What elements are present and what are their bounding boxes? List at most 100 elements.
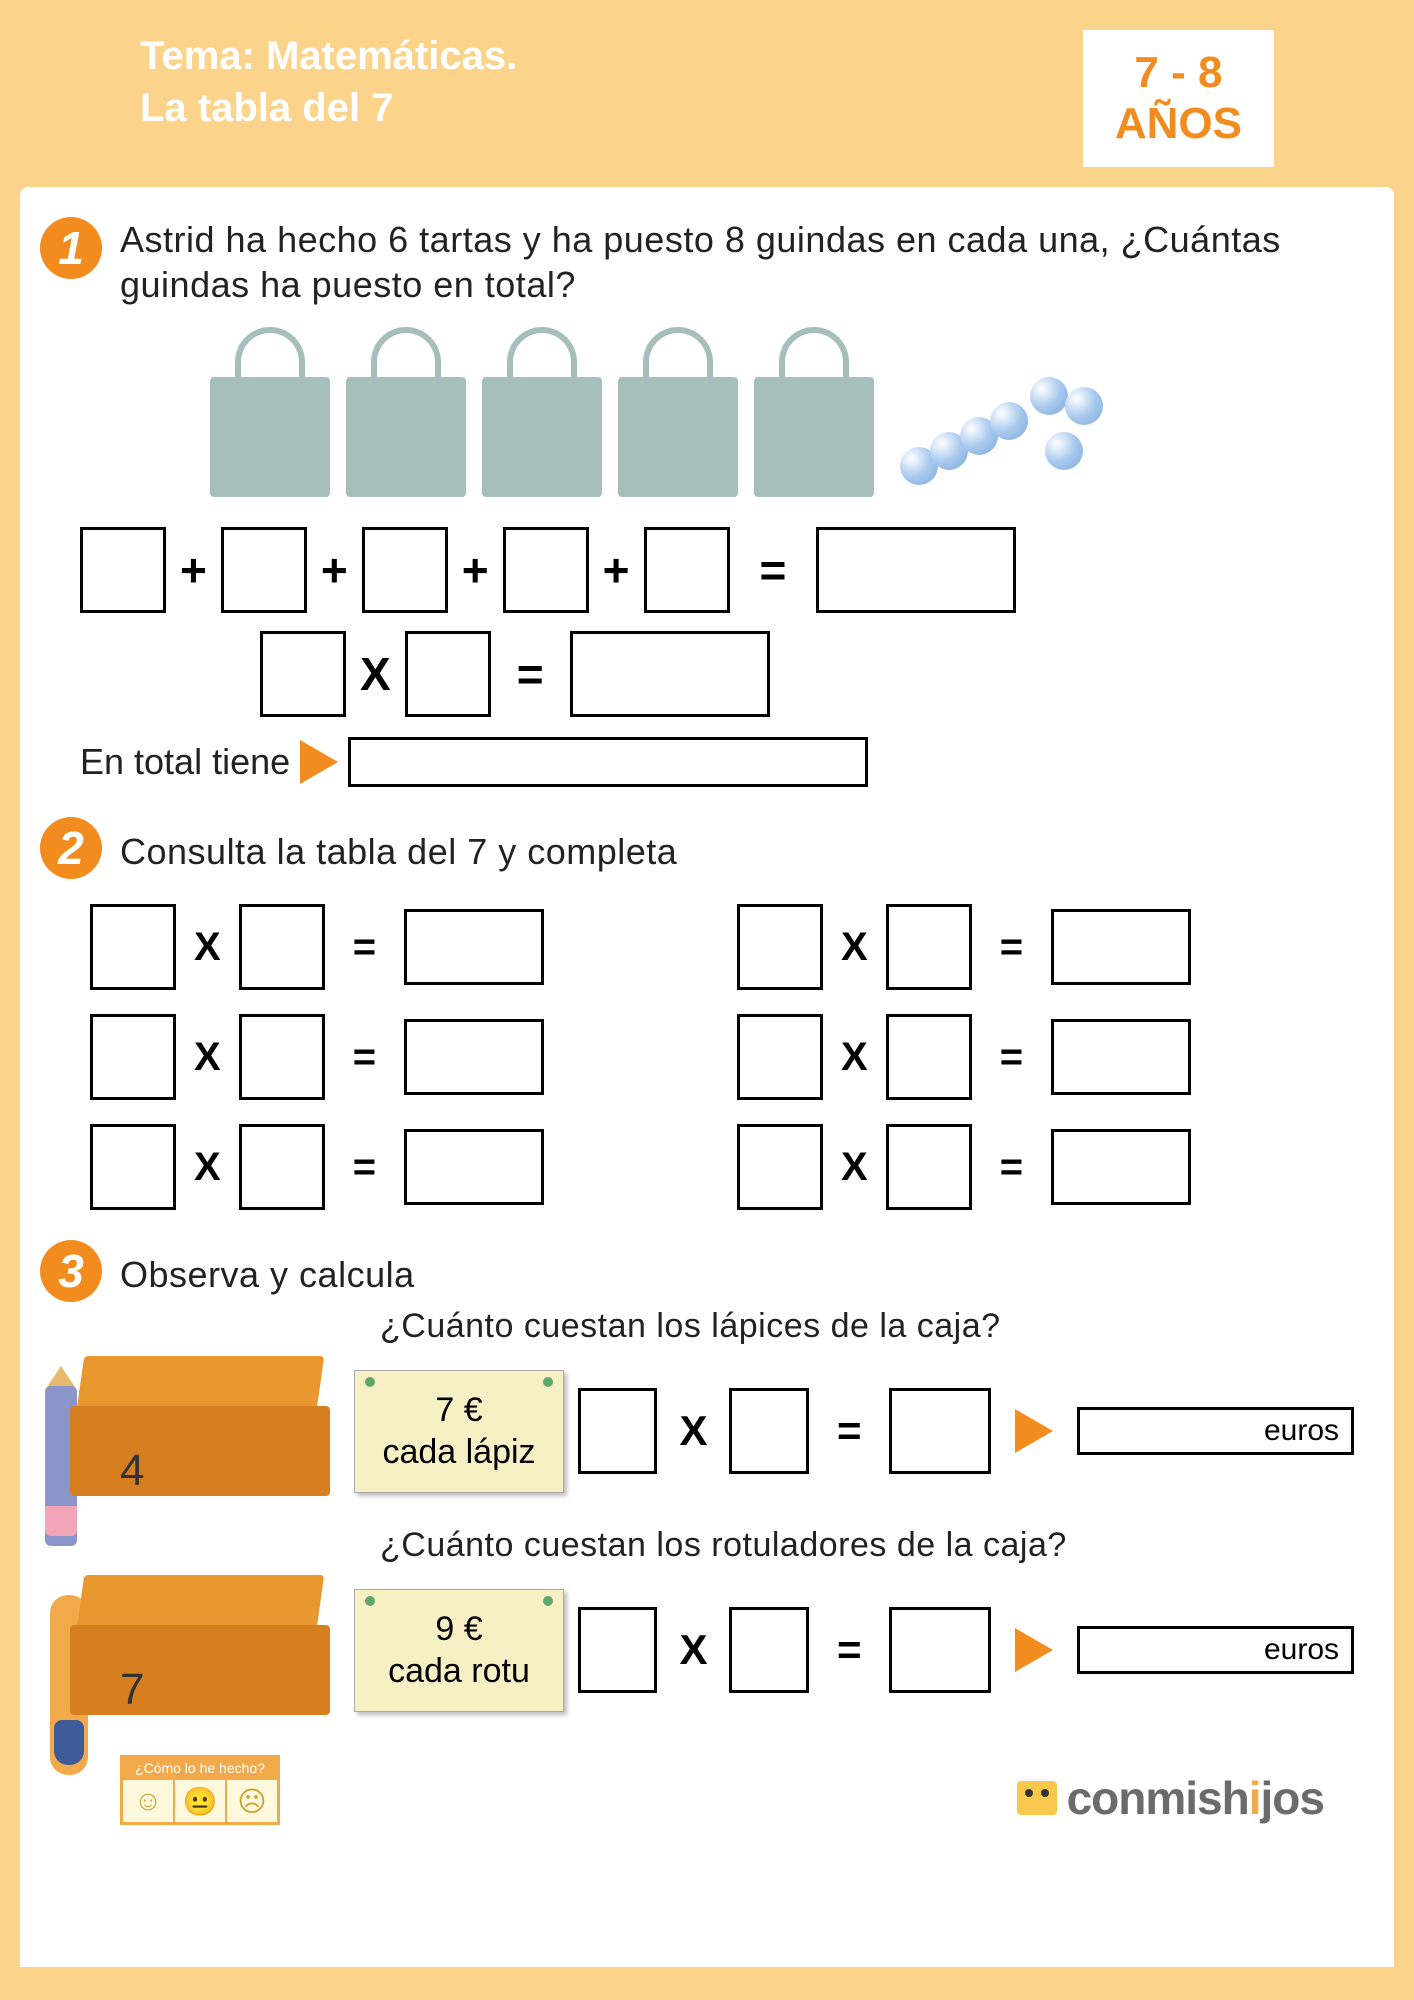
logo-text-post: jos — [1261, 1772, 1324, 1824]
answer-box[interactable] — [90, 1014, 176, 1100]
answer-box[interactable] — [578, 1388, 657, 1474]
equals-sign: = — [982, 1035, 1041, 1080]
answer-box[interactable] — [1051, 909, 1191, 985]
mult-row: X = — [90, 904, 677, 990]
times-sign: X — [833, 1145, 876, 1190]
answer-box[interactable] — [348, 737, 868, 787]
answer-box-euros[interactable]: euros — [1077, 1407, 1354, 1455]
answer-box[interactable] — [816, 527, 1016, 613]
times-sign: X — [186, 1035, 229, 1080]
answer-box[interactable] — [260, 631, 346, 717]
smile-face-icon[interactable]: ☺ — [122, 1779, 174, 1823]
exercise-3-badge: 3 — [40, 1240, 102, 1302]
price-tag: 9 € cada rotu — [354, 1589, 564, 1712]
sub-question-1: ¿Cuánto cuestan los lápices de la caja? — [60, 1307, 1354, 1346]
answer-box[interactable] — [644, 527, 730, 613]
rating-faces: ☺ 😐 ☹ — [122, 1779, 278, 1823]
exercise-2-badge: 2 — [40, 817, 102, 879]
price-line-2: cada rotu — [377, 1650, 541, 1693]
answer-box[interactable] — [889, 1388, 991, 1474]
times-sign: X — [352, 647, 399, 701]
answer-box[interactable] — [729, 1607, 808, 1693]
answer-box[interactable] — [90, 904, 176, 990]
bag-icon — [346, 327, 466, 497]
bag-icon — [754, 327, 874, 497]
answer-box[interactable] — [737, 1124, 823, 1210]
page-header: Tema: Matemáticas. La tabla del 7 7 - 8 … — [20, 30, 1394, 187]
answer-box[interactable] — [737, 904, 823, 990]
ball-icon — [990, 402, 1028, 440]
exercise-3-header: 3 Observa y calcula — [60, 1240, 1354, 1297]
answer-box[interactable] — [578, 1607, 657, 1693]
answer-box[interactable] — [886, 1014, 972, 1100]
sad-face-icon[interactable]: ☹ — [226, 1779, 278, 1823]
ball-icon — [1065, 387, 1103, 425]
price-tag: 7 € cada lápiz — [354, 1370, 564, 1493]
times-sign: X — [833, 925, 876, 970]
answer-box-euros[interactable]: euros — [1077, 1626, 1354, 1674]
equals-sign: = — [823, 1626, 876, 1674]
equals-sign: = — [335, 1145, 394, 1190]
answer-box[interactable] — [404, 909, 544, 985]
answer-box[interactable] — [404, 1019, 544, 1095]
equals-sign: = — [823, 1407, 876, 1455]
plus-sign: + — [454, 543, 497, 597]
answer-box[interactable] — [404, 1129, 544, 1205]
exercise-3-body: ¿Cuánto cuestan los lápices de la caja? … — [60, 1307, 1354, 1725]
answer-box[interactable] — [405, 631, 491, 717]
rating-title: ¿Cómo lo he hecho? — [122, 1757, 278, 1779]
equals-sign: = — [497, 647, 564, 701]
bag-icon — [210, 327, 330, 497]
price-line-1: 7 € — [377, 1389, 541, 1432]
total-label: En total tiene — [80, 741, 290, 783]
logo-text-pre: conmish — [1067, 1772, 1249, 1824]
answer-box[interactable] — [239, 904, 325, 990]
answer-box[interactable] — [570, 631, 770, 717]
answer-box[interactable] — [239, 1124, 325, 1210]
answer-box[interactable] — [886, 1124, 972, 1210]
self-rating-box: ¿Cómo lo he hecho? ☺ 😐 ☹ — [120, 1755, 280, 1825]
answer-box[interactable] — [221, 527, 307, 613]
unit-label: euros — [1264, 1414, 1339, 1448]
answer-box[interactable] — [729, 1388, 808, 1474]
mult-row: X = — [90, 1124, 677, 1210]
plus-sign: + — [172, 543, 215, 597]
arrow-right-icon — [1015, 1409, 1053, 1453]
exercise-1-prompt: Astrid ha hecho 6 tartas y ha puesto 8 g… — [120, 217, 1354, 307]
equals-sign: = — [982, 1145, 1041, 1190]
equals-sign: = — [982, 925, 1041, 970]
age-badge: 7 - 8 AÑOS — [1083, 30, 1274, 167]
exercise-1-badge: 1 — [40, 217, 102, 279]
arrow-right-icon — [1015, 1628, 1053, 1672]
price-row-1: 4 7 € cada lápiz X = euros — [60, 1356, 1354, 1506]
worksheet-page: Tema: Matemáticas. La tabla del 7 7 - 8 … — [0, 0, 1414, 2000]
answer-box[interactable] — [737, 1014, 823, 1100]
page-footer: ¿Cómo lo he hecho? ☺ 😐 ☹ conmishijos — [60, 1745, 1354, 1825]
answer-box[interactable] — [362, 527, 448, 613]
unit-label: euros — [1264, 1633, 1339, 1667]
topic-line-2: La tabla del 7 — [140, 82, 517, 134]
answer-box[interactable] — [1051, 1129, 1191, 1205]
addition-equation: + + + + = — [60, 527, 1354, 613]
age-label: AÑOS — [1115, 99, 1242, 150]
answer-box[interactable] — [503, 527, 589, 613]
answer-box[interactable] — [239, 1014, 325, 1100]
mult-row: X = — [90, 1014, 677, 1100]
balls-group — [890, 377, 1090, 497]
equals-sign: = — [335, 1035, 394, 1080]
answer-box[interactable] — [90, 1124, 176, 1210]
price-line-1: 9 € — [377, 1608, 541, 1651]
answer-box[interactable] — [886, 904, 972, 990]
answer-box[interactable] — [80, 527, 166, 613]
sub-question-2: ¿Cuánto cuestan los rotuladores de la ca… — [60, 1526, 1354, 1565]
quantity-label: 7 — [120, 1665, 144, 1715]
exercise-1-header: 1 Astrid ha hecho 6 tartas y ha puesto 8… — [60, 217, 1354, 307]
mult-row: X = — [737, 1124, 1324, 1210]
bag-icon — [618, 327, 738, 497]
neutral-face-icon[interactable]: 😐 — [174, 1779, 226, 1823]
plus-sign: + — [313, 543, 356, 597]
price-line-2: cada lápiz — [377, 1431, 541, 1474]
answer-box[interactable] — [889, 1607, 991, 1693]
answer-box[interactable] — [1051, 1019, 1191, 1095]
logo-mark-icon — [1017, 1781, 1057, 1815]
